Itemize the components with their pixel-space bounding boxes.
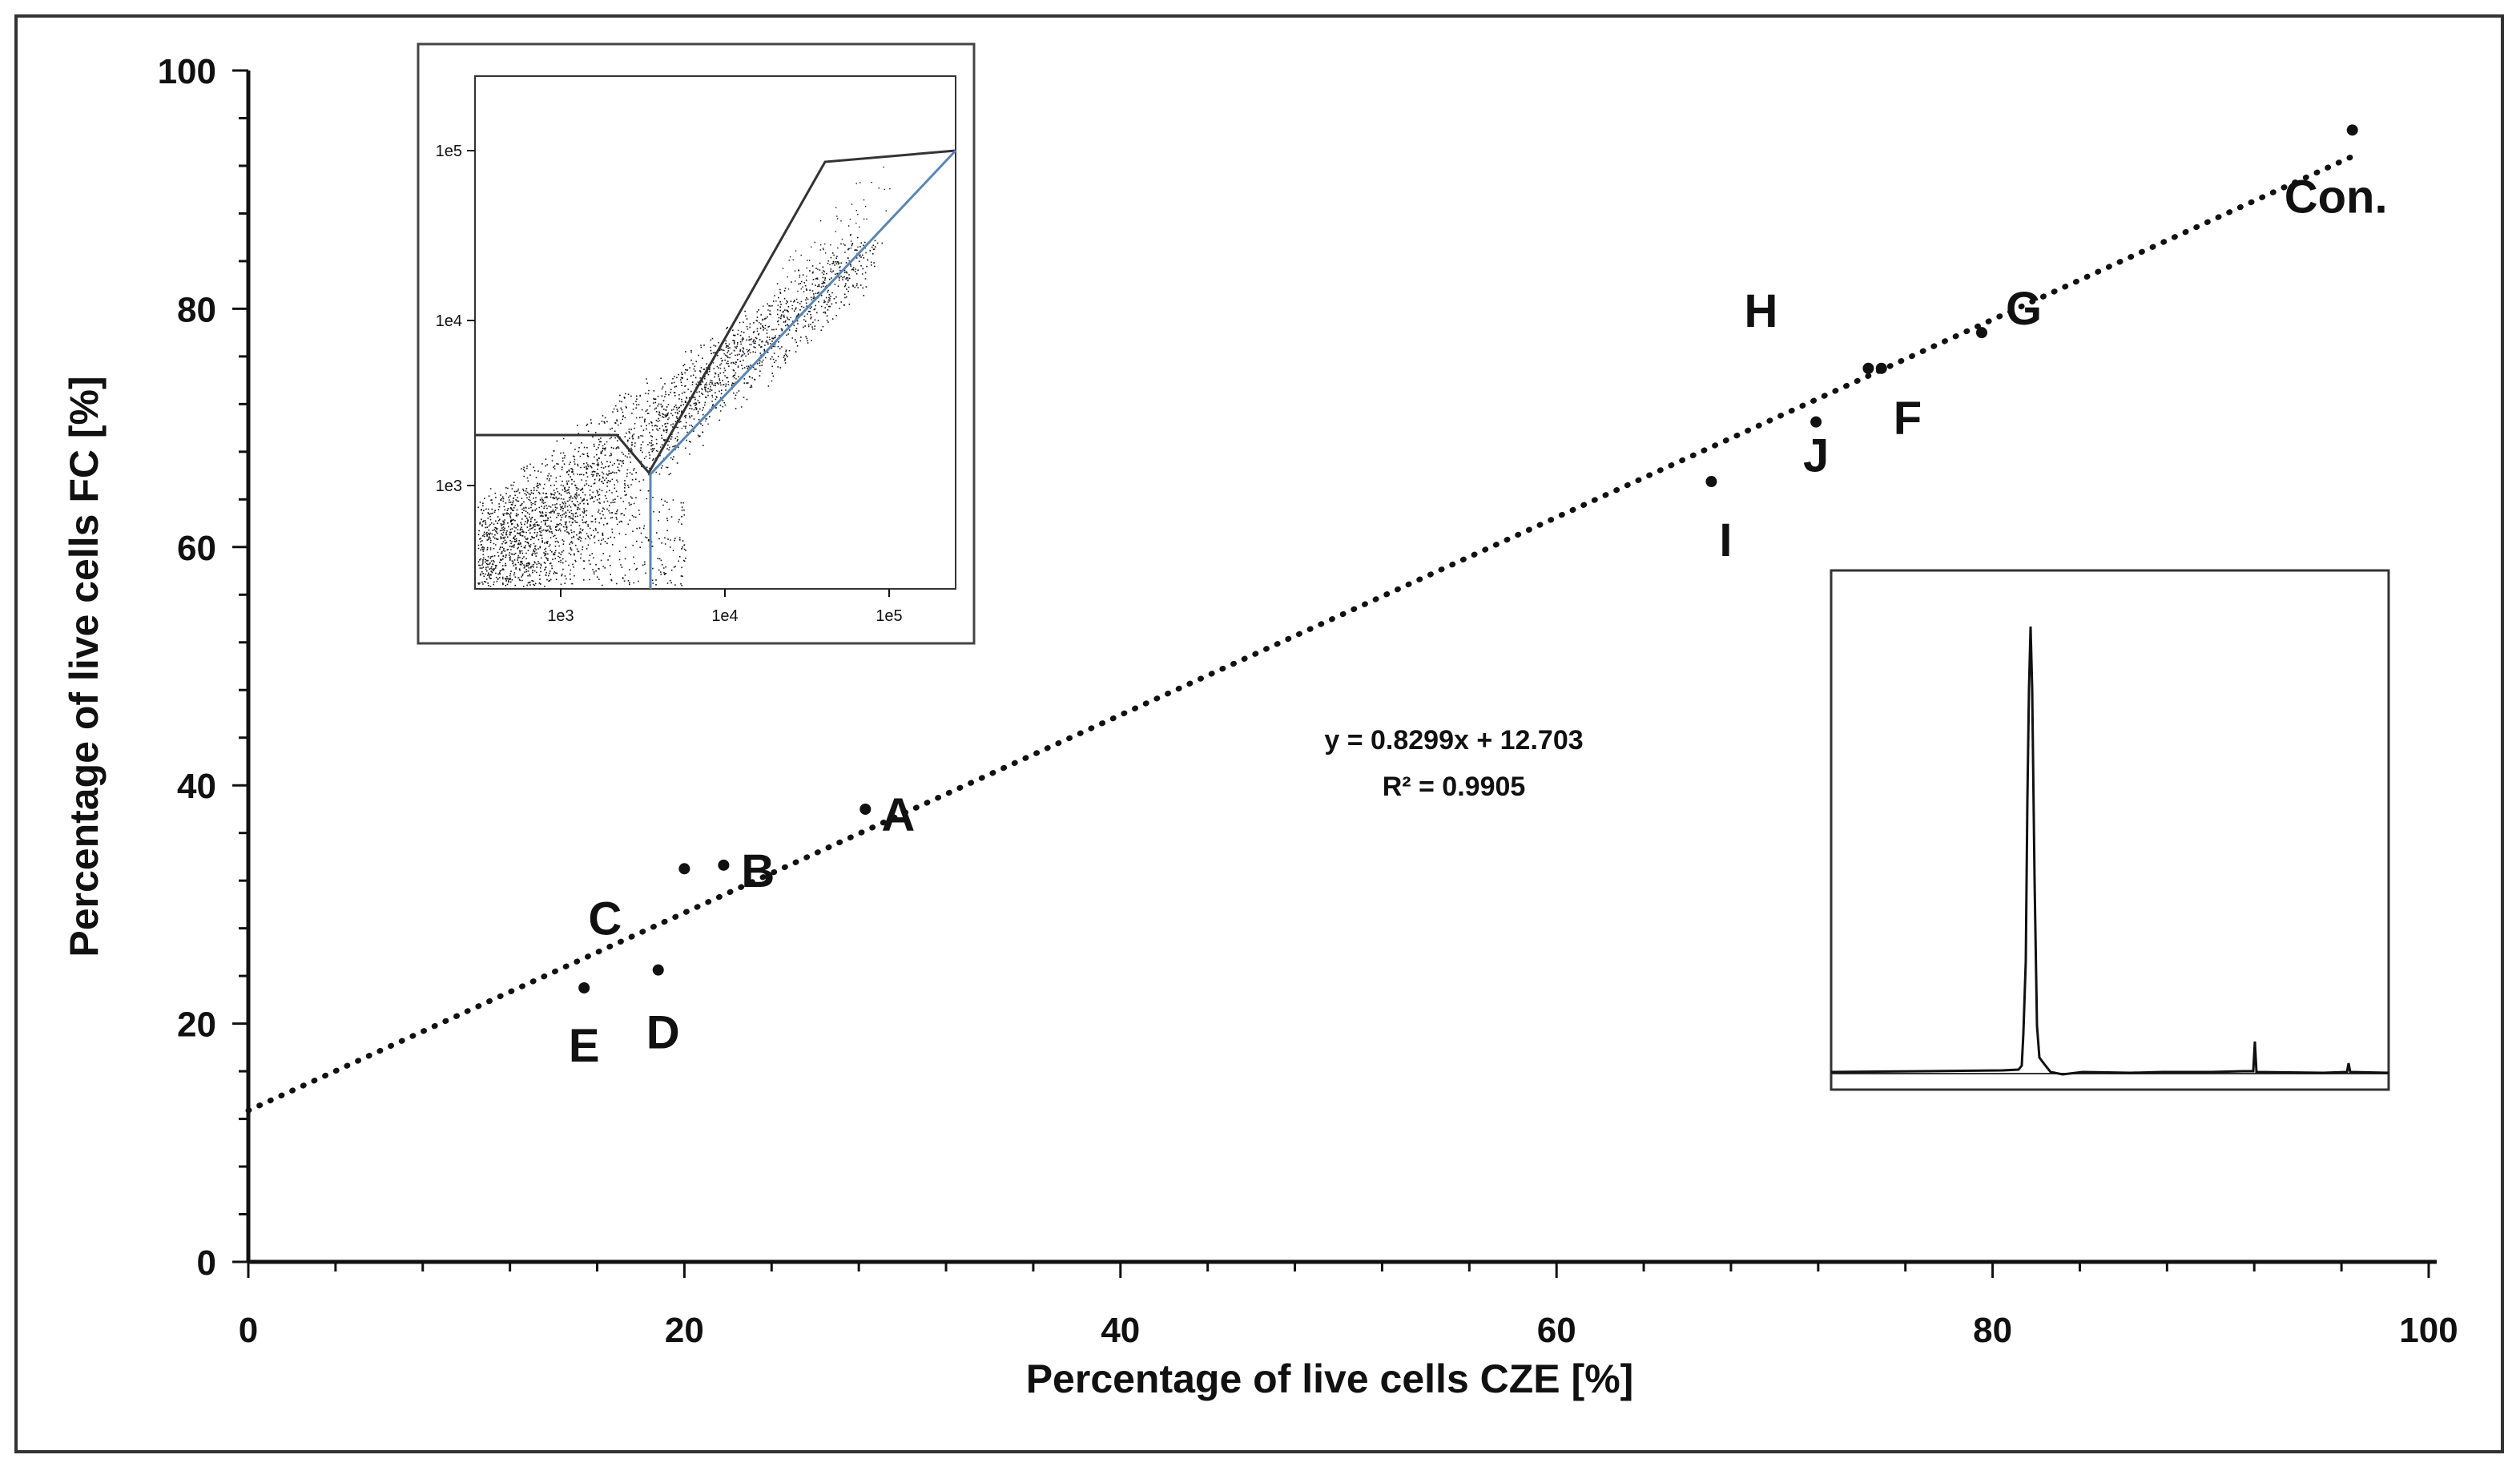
inset-x-tick-label: 1e5: [876, 607, 902, 625]
inset-y-tick-label: 1e4: [436, 312, 462, 330]
point-label: C: [588, 893, 622, 945]
point-label: G: [2006, 283, 2042, 335]
y-tick-label: 40: [177, 767, 216, 806]
point-label: I: [1719, 514, 1732, 566]
tick-labels: 0 20 40 60 80 100 0 20 40 60 80 100: [158, 52, 2458, 1350]
y-tick-label: 60: [177, 529, 216, 568]
data-point: [652, 964, 664, 976]
inset-x-tick-label: 1e3: [547, 607, 574, 625]
data-point: [1975, 327, 1987, 339]
y-tick-label: 80: [177, 290, 216, 329]
x-tick-label: 80: [1973, 1311, 2012, 1350]
inset-flow-cytometry: 1e3 1e4 1e5 1e5 1e4 1e3: [417, 42, 976, 645]
data-point: [1862, 362, 1874, 374]
inset-y-tick-label: 1e5: [436, 143, 462, 160]
data-point: [2346, 124, 2358, 136]
point-label: A: [881, 789, 915, 841]
y-tick-label: 0: [197, 1243, 216, 1283]
axes: [246, 71, 2437, 1264]
point-label: E: [569, 1020, 600, 1072]
points-layer: [578, 124, 2358, 993]
inset-ep-trace: [1830, 626, 2389, 1076]
x-tick-label: 100: [2399, 1311, 2458, 1350]
inset-ep-frame: [1830, 569, 2390, 1091]
point-label: D: [646, 1007, 680, 1059]
y-tick-label: 100: [158, 52, 216, 91]
trendline-equation: y = 0.8299x + 12.703: [1324, 725, 1583, 756]
x-tick-label: 20: [665, 1311, 704, 1350]
x-tick-label: 40: [1101, 1311, 1140, 1350]
point-label: J: [1803, 430, 1829, 482]
data-point: [678, 863, 690, 875]
trendline-layer: [245, 153, 2356, 1114]
inset-x-tick-label: 1e4: [711, 607, 738, 625]
data-point: [1705, 476, 1717, 488]
trendline-r2: R² = 0.9905: [1383, 772, 1526, 802]
data-point: [1810, 416, 1822, 428]
data-point: [718, 859, 730, 871]
labels-layer: Con. G H F J I A B C DE: [569, 171, 2388, 1072]
inset-flow-ticks: 1e3 1e4 1e5 1e5 1e4 1e3: [436, 143, 903, 625]
point-label: B: [741, 845, 775, 897]
data-point: [1875, 362, 1887, 374]
data-point: [578, 981, 590, 993]
x-axis-title: Percentage of live cells CZE [%]: [1026, 1356, 1634, 1401]
inset-flow-gate-polygon: [475, 149, 956, 475]
x-tick-label: 60: [1537, 1311, 1576, 1350]
y-tick-label: 20: [177, 1005, 216, 1045]
y-axis-title: Percentage of live cells FC [%]: [62, 376, 107, 957]
point-label: Con.: [2285, 171, 2388, 223]
data-point: [859, 803, 872, 815]
inset-flow-plot-area: [474, 75, 956, 590]
inset-flow-blue-gate: [649, 149, 957, 589]
point-label: F: [1894, 393, 1922, 445]
x-tick-label: 0: [239, 1311, 258, 1350]
trendline: [245, 153, 2356, 1114]
point-label: H: [1744, 285, 1777, 337]
inset-electropherogram: [1830, 569, 2390, 1091]
inset-y-tick-label: 1e3: [436, 478, 462, 495]
ticks: [232, 69, 2430, 1278]
